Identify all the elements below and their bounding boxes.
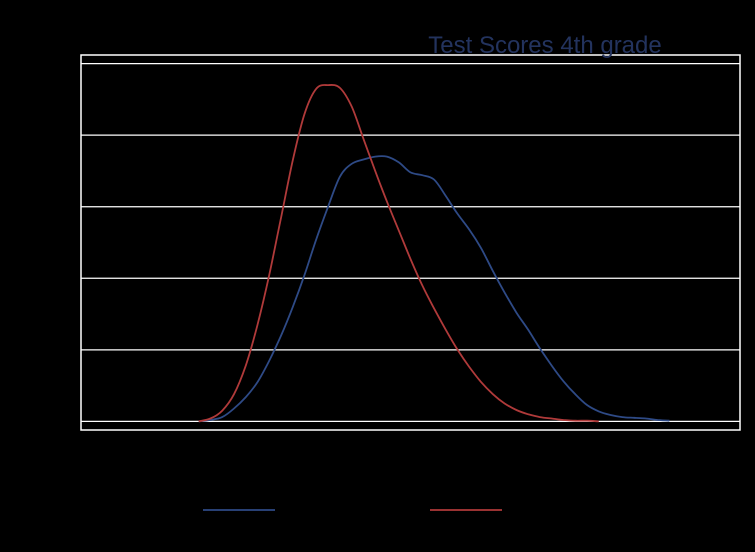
series-lines [198, 84, 670, 423]
series-line-2 [198, 84, 599, 423]
chart-title: Test Scores 4th grade [428, 32, 661, 59]
plot-area-border [80, 54, 741, 431]
series-line-1 [198, 155, 670, 423]
gridlines [81, 62, 740, 423]
